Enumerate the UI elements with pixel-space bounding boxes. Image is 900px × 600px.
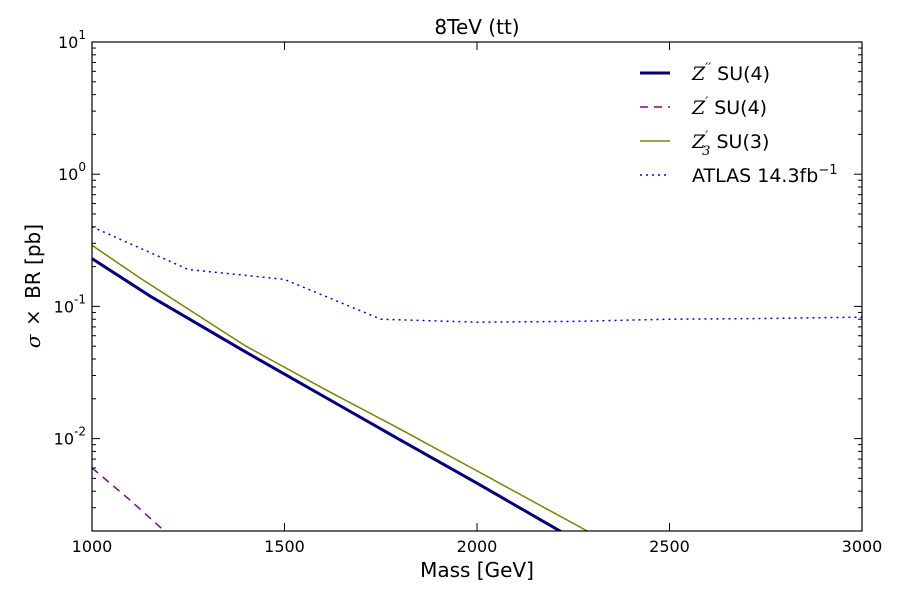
y-axis-label: σ × BR [pb] <box>21 224 45 348</box>
y-tick-label: 10-1 <box>54 292 86 316</box>
y-axis-label-rest: BR [pb] <box>21 224 45 299</box>
x-tick-label: 2500 <box>649 537 690 556</box>
legend-label-2: Z′ 3 SU(3) <box>691 129 769 159</box>
series-layer <box>92 226 862 531</box>
x-tick-label: 1500 <box>264 537 305 556</box>
y-axis-label-sigma: σ <box>21 333 45 348</box>
legend-label-1: Z′ SU(4) <box>691 95 767 119</box>
x-tick-label: 3000 <box>842 537 883 556</box>
legend-label-3: ATLAS 14.3fb−1 <box>692 163 837 187</box>
x-tick-label: 1000 <box>72 537 113 556</box>
y-tick-label: 100 <box>58 160 86 184</box>
x-tick-label: 2000 <box>457 537 498 556</box>
series-line-1 <box>92 467 162 529</box>
ticks-layer: 1000 1500 2000 2500 3000 10-2 10-1 100 101 <box>54 28 883 556</box>
x-axis-label: Mass [GeV] <box>420 558 534 582</box>
y-axis-label-times: × <box>21 309 45 326</box>
series-line-0 <box>92 257 563 531</box>
series-line-3 <box>92 226 862 323</box>
y-tick-label: 10-2 <box>54 425 86 449</box>
legend: Z′′ SU(4) Z′ SU(4) Z′ 3 SU(3) ATLAS 14.3fb−1 <box>640 61 837 187</box>
y-tick-label: 101 <box>58 28 86 52</box>
series-line-2 <box>92 244 589 531</box>
legend-label-0: Z′′ SU(4) <box>691 61 770 85</box>
chart-title: 8TeV (tt) <box>434 15 519 39</box>
